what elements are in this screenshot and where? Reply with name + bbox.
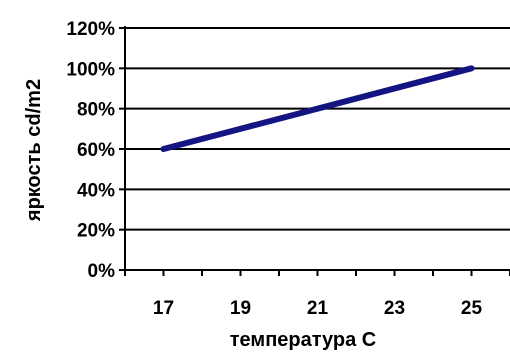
y-tick-label: 40%	[77, 180, 115, 201]
x-tick-label: 19	[230, 298, 251, 319]
y-tick-label: 80%	[77, 100, 115, 121]
y-axis-label: яркость cd/m2	[23, 79, 45, 222]
x-tick-label: 21	[307, 298, 329, 319]
x-tick-label: 17	[153, 298, 174, 319]
y-tick-labels: 0% 20% 40% 60% 80% 100% 120%	[66, 19, 115, 282]
y-tick-label: 0%	[88, 261, 116, 282]
y-tick-label: 100%	[66, 59, 115, 80]
x-tick-label: 23	[384, 298, 405, 319]
y-tick-label: 60%	[77, 140, 115, 161]
x-tick-label: 25	[461, 298, 483, 319]
series-line	[160, 65, 475, 152]
series-layer	[160, 65, 475, 152]
x-tick-labels: 17 19 21 23 25	[153, 298, 483, 319]
y-tick-label: 20%	[77, 221, 115, 242]
axes	[119, 26, 510, 276]
x-axis-label: температура C	[230, 329, 376, 351]
gridlines	[125, 27, 510, 231]
y-tick-label: 120%	[66, 19, 115, 40]
